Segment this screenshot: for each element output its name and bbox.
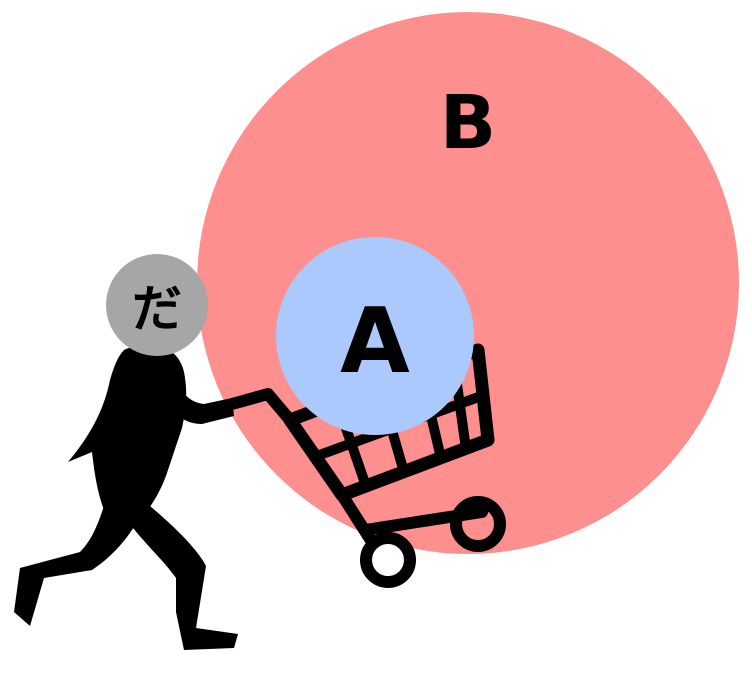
cart-grid-vertical — [335, 365, 471, 491]
cart-wheel-back — [360, 532, 416, 588]
person-torso — [68, 344, 187, 520]
person-head-label: だ — [132, 280, 182, 338]
set-b-label: B — [440, 80, 496, 166]
person-arm — [160, 370, 234, 424]
set-a-label: A — [340, 289, 410, 394]
person-front-leg — [118, 506, 238, 650]
person-silhouette — [14, 344, 238, 650]
cart-wheel-front — [450, 496, 506, 552]
set-a-circle — [276, 237, 474, 435]
person-head — [106, 254, 208, 356]
cart-handle — [226, 388, 296, 426]
person-back-leg — [14, 506, 140, 626]
